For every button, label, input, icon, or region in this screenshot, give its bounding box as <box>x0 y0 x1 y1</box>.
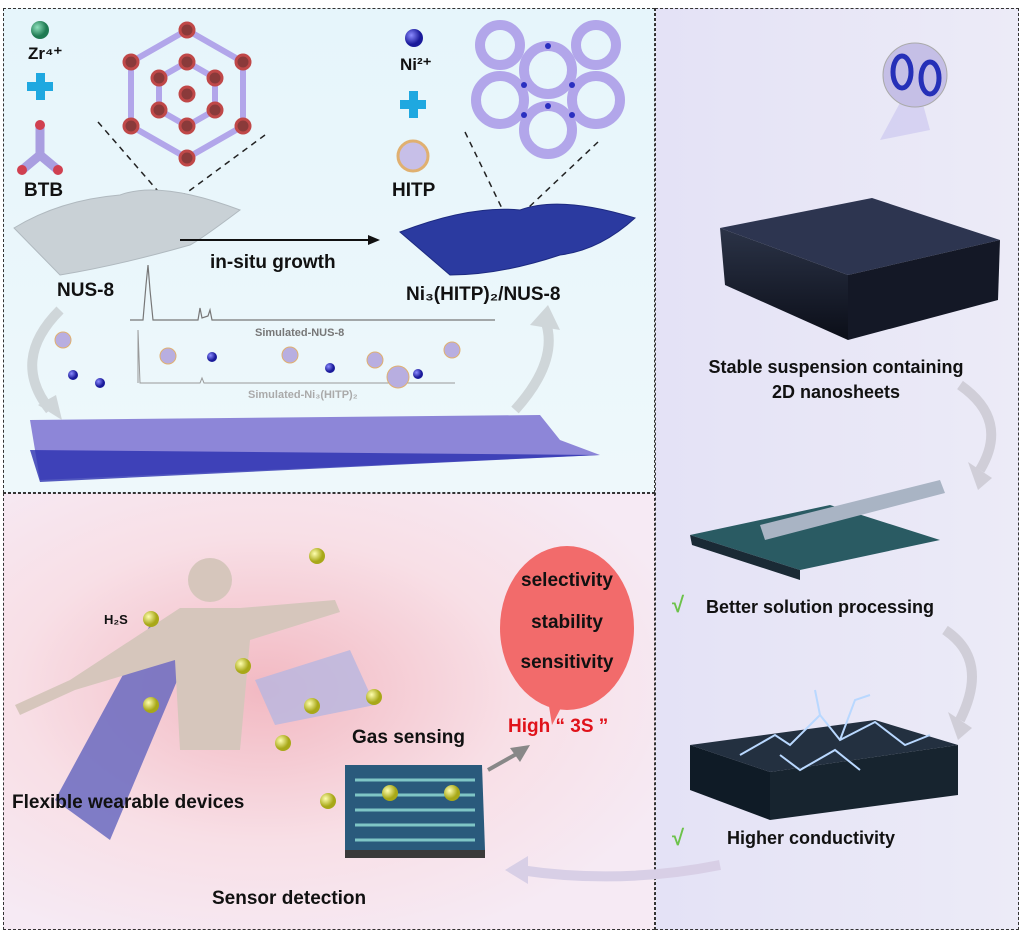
sensor-detection-label: Sensor detection <box>212 888 367 909</box>
suspension-label-line2: 2D nanosheets <box>771 382 901 402</box>
gas-sensing-label: Gas sensing <box>352 727 465 748</box>
ni3hitp2-lattice-icon <box>471 20 625 159</box>
ni-ion-label: Ni²⁺ <box>400 55 432 74</box>
bubble-item-stability: stability <box>531 612 603 633</box>
nus8-nanosheet <box>13 189 242 276</box>
ni3hitp2-nanosheet <box>399 203 636 276</box>
xrd-label-nus8: Simulated-NUS-8 <box>255 327 345 339</box>
floating-molecules <box>54 331 461 389</box>
lightning-icon <box>739 689 931 772</box>
check-icon: √ <box>672 825 685 850</box>
mof-layer-film <box>30 415 600 482</box>
sensor-chip <box>345 765 485 858</box>
h2s-label: H₂S <box>104 612 128 627</box>
cycle-arrow-2 <box>942 625 977 740</box>
pointer-arrow <box>487 745 530 772</box>
suspension-block <box>720 198 1000 340</box>
btb-molecule-icon <box>17 120 63 175</box>
wearable-device-left <box>55 625 190 840</box>
pore-structure-icon <box>882 42 948 108</box>
zr-ion-label: Zr⁴⁺ <box>28 44 63 63</box>
nus8-lattice-icon <box>122 21 252 167</box>
check-icon: √ <box>672 592 685 617</box>
wearable-device-right <box>255 650 375 725</box>
cycle-arrow-left <box>27 306 64 420</box>
hitp-molecule-icon <box>396 139 430 173</box>
xrd-pattern-nus8 <box>130 264 495 321</box>
zr-ion-icon <box>31 21 49 39</box>
h2s-molecules <box>143 548 460 809</box>
plus-icon <box>27 73 53 100</box>
processing-label: Better solution processing <box>706 597 935 617</box>
human-figure <box>15 558 340 750</box>
plus-icon <box>400 91 426 118</box>
suspension-label-line1: Stable suspension containing <box>708 357 964 377</box>
film-coating-illustration <box>690 480 945 580</box>
bubble-item-sensitivity: sensitivity <box>520 652 614 673</box>
ni-ion-icon <box>405 29 423 47</box>
product-label: Ni₃(HITP)₂/NUS-8 <box>406 284 561 305</box>
cycle-arrow-1 <box>957 380 997 490</box>
speech-bubble <box>500 546 634 725</box>
xrd-pattern-ni3hitp2 <box>137 329 455 384</box>
xrd-label-ni3hitp2: Simulated-Ni₃(HITP)₂ <box>248 389 358 401</box>
return-arrow <box>505 856 721 884</box>
wearable-label: Flexible wearable devices <box>12 792 245 813</box>
growth-label: in-situ growth <box>210 252 336 273</box>
high-3s-label: High “ 3S ” <box>508 716 609 737</box>
growth-arrow <box>180 235 380 245</box>
conductivity-label: Higher conductivity <box>727 828 896 848</box>
conductive-block <box>690 720 958 820</box>
nus8-label: NUS-8 <box>57 280 115 301</box>
cycle-arrow-right <box>511 305 560 414</box>
btb-label: BTB <box>24 180 64 201</box>
bubble-item-selectivity: selectivity <box>521 570 613 591</box>
hitp-label: HITP <box>392 180 436 201</box>
